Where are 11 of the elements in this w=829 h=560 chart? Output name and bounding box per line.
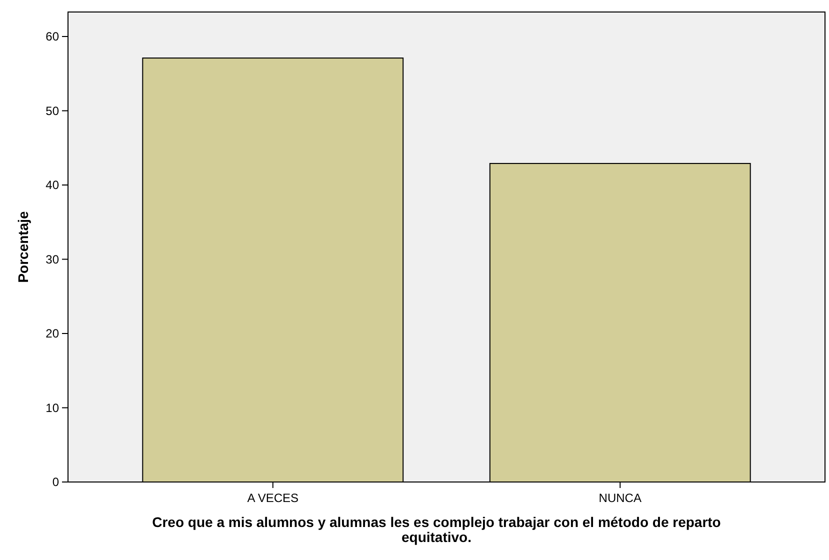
y-tick-label: 10 <box>46 400 60 415</box>
y-tick-label: 60 <box>46 30 60 44</box>
y-tick-label: 50 <box>46 104 60 118</box>
x-axis-title: Creo que a mis alumnos y alumnas les es complejo trabajar con el método de reparto equitativo. <box>152 514 721 545</box>
x-tick-label: A VECES <box>247 491 299 505</box>
y-axis-title: Porcentaje <box>15 210 31 283</box>
y-tick-label: 20 <box>46 326 60 341</box>
x-tick-label: NUNCA <box>598 491 642 505</box>
y-tick-label: 40 <box>46 178 60 192</box>
y-tick-label: 0 <box>52 475 60 490</box>
y-tick-label: 30 <box>46 252 60 266</box>
